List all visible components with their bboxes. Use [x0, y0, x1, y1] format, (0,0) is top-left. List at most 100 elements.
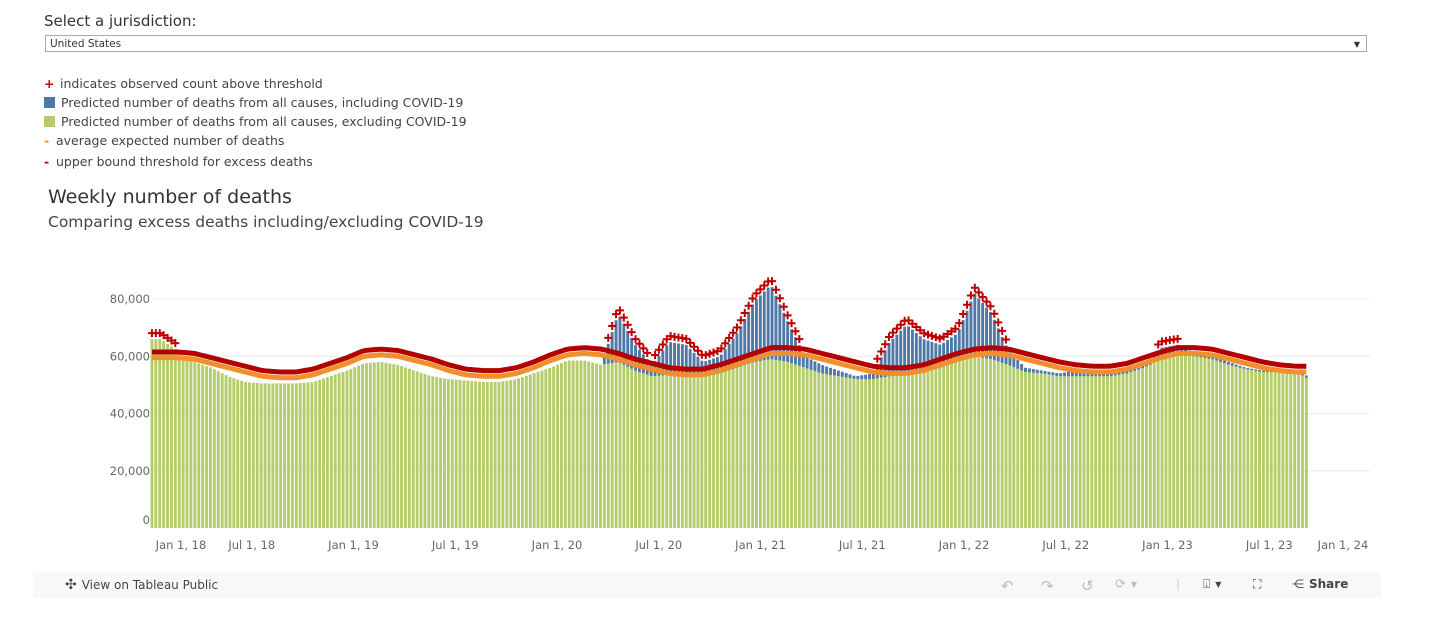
- undo-button[interactable]: ↶: [1001, 577, 1014, 595]
- bar-excluding-covid: [1004, 364, 1008, 528]
- above-threshold-marker: [725, 333, 734, 342]
- bar-excluding-covid: [762, 360, 766, 528]
- plus-icon: +: [44, 76, 55, 91]
- bar-excluding-covid: [575, 360, 579, 528]
- bar-excluding-covid: [868, 379, 871, 528]
- x-tick-label: Jan 1, 22: [938, 538, 990, 552]
- above-threshold-marker: [654, 345, 663, 354]
- bar-including-covid: [988, 312, 992, 359]
- bar-excluding-covid: [1277, 371, 1281, 528]
- jurisdiction-selected-value: United States: [50, 38, 122, 50]
- bar-excluding-covid: [875, 378, 879, 528]
- x-tick-label: Jan 1, 23: [1141, 538, 1193, 552]
- bar-excluding-covid: [489, 382, 493, 528]
- above-threshold-marker: [920, 329, 929, 338]
- bar-excluding-covid: [485, 382, 489, 528]
- bar-excluding-covid: [840, 376, 844, 528]
- bar-including-covid: [735, 333, 739, 368]
- bar-excluding-covid: [973, 356, 977, 528]
- bar-excluding-covid: [212, 369, 216, 528]
- legend-item-threshold: - upper bound threshold for excess death…: [44, 154, 313, 169]
- above-threshold-marker: [627, 328, 636, 337]
- above-threshold-marker: [892, 324, 901, 333]
- undo-icon: ↶: [1001, 577, 1014, 595]
- bar-excluding-covid: [848, 378, 852, 528]
- bar-excluding-covid: [1102, 376, 1105, 528]
- bar-excluding-covid: [415, 371, 419, 528]
- fullscreen-button[interactable]: ⛶: [1253, 577, 1261, 592]
- bar-including-covid: [868, 373, 871, 380]
- bar-excluding-covid: [1086, 376, 1090, 528]
- bar-excluding-covid: [275, 383, 279, 528]
- bar-excluding-covid: [634, 370, 637, 528]
- bar-excluding-covid: [669, 374, 673, 528]
- bar-excluding-covid: [501, 381, 505, 528]
- above-threshold-marker: [873, 354, 882, 363]
- bar-excluding-covid: [552, 366, 556, 528]
- redo-button[interactable]: ↷: [1041, 577, 1054, 595]
- bar-excluding-covid: [1168, 356, 1172, 528]
- bar-including-covid: [1109, 373, 1113, 377]
- bar-including-covid: [895, 334, 899, 376]
- view-on-tableau-button[interactable]: ✣ View on Tableau Public: [65, 577, 218, 593]
- bar-including-covid: [981, 302, 985, 358]
- above-threshold-marker: [768, 277, 777, 286]
- bar-excluding-covid: [996, 361, 1000, 528]
- above-threshold-marker: [690, 342, 699, 351]
- bar-excluding-covid: [193, 362, 197, 528]
- bar-excluding-covid: [778, 360, 782, 528]
- above-threshold-marker: [955, 319, 964, 328]
- bar-including-covid: [942, 342, 946, 367]
- bar-excluding-covid: [602, 364, 606, 528]
- bar-including-covid: [813, 361, 817, 372]
- refresh-button[interactable]: ⟳ ▼: [1115, 577, 1137, 592]
- above-threshold-marker: [752, 289, 761, 298]
- bar-including-covid: [903, 326, 907, 374]
- bar-excluding-covid: [618, 362, 622, 528]
- bar-excluding-covid: [992, 360, 996, 528]
- bar-including-covid: [977, 298, 981, 357]
- bar-including-covid: [743, 318, 747, 366]
- bar-excluding-covid: [259, 383, 263, 528]
- view-on-tableau-label: View on Tableau Public: [81, 578, 219, 592]
- bar-excluding-covid: [208, 367, 212, 528]
- bar-excluding-covid: [907, 373, 910, 528]
- bar-excluding-covid: [836, 376, 840, 528]
- bar-including-covid: [1113, 372, 1117, 376]
- bar-including-covid: [1242, 367, 1246, 369]
- bar-including-covid: [727, 343, 731, 371]
- bar-including-covid: [1051, 372, 1055, 376]
- above-threshold-marker: [885, 333, 894, 342]
- bar-excluding-covid: [357, 365, 361, 528]
- swatch-icon: [44, 97, 55, 108]
- revert-button[interactable]: ↺: [1081, 577, 1094, 595]
- bar-excluding-covid: [505, 380, 509, 528]
- bar-including-covid: [809, 359, 813, 370]
- tableau-toolbar: ✣ View on Tableau Public ↶ ↷ ↺ ⟳ ▼ | ⍗ ▼ ⛶…: [33, 572, 1381, 598]
- download-button[interactable]: ⍗ ▼: [1203, 577, 1221, 592]
- bar-excluding-covid: [680, 375, 684, 528]
- bar-excluding-covid: [1027, 372, 1031, 528]
- above-threshold-marker: [760, 281, 769, 290]
- redo-icon: ↷: [1041, 577, 1054, 595]
- bar-excluding-covid: [747, 363, 751, 528]
- bar-excluding-covid: [598, 364, 602, 528]
- jurisdiction-select[interactable]: United States ▼: [45, 35, 1367, 52]
- bar-excluding-covid: [860, 379, 864, 528]
- bar-excluding-covid: [232, 378, 236, 528]
- bar-excluding-covid: [829, 374, 832, 528]
- share-button[interactable]: ⋲ Share: [1292, 577, 1348, 591]
- bar-including-covid: [801, 353, 805, 368]
- bar-excluding-covid: [536, 371, 540, 528]
- bar-excluding-covid: [891, 375, 895, 528]
- bar-excluding-covid: [1039, 373, 1043, 528]
- bar-including-covid: [786, 321, 790, 362]
- bar-excluding-covid: [1137, 369, 1141, 528]
- bar-including-covid: [844, 373, 848, 378]
- bar-excluding-covid: [1183, 354, 1187, 528]
- bar-excluding-covid: [403, 367, 407, 528]
- bar-excluding-covid: [637, 371, 641, 528]
- bar-excluding-covid: [1172, 354, 1176, 528]
- bar-including-covid: [751, 304, 754, 363]
- download-icon: ⍗: [1203, 577, 1211, 591]
